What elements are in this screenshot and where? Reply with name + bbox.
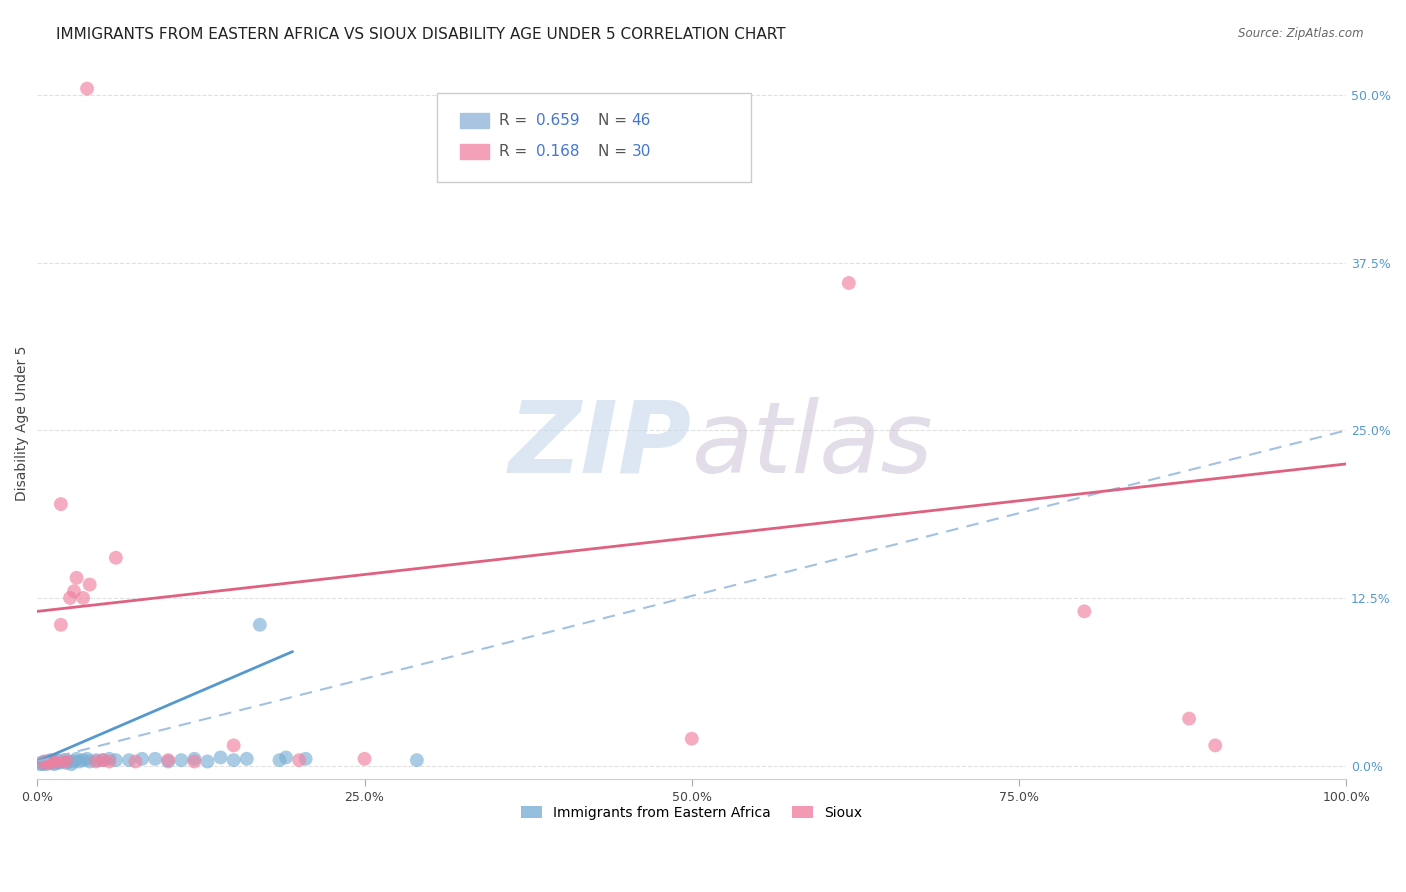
Text: 0.168: 0.168 bbox=[536, 145, 579, 159]
FancyBboxPatch shape bbox=[436, 94, 751, 182]
Point bbox=[65, 571, 87, 585]
Point bbox=[38, 755, 60, 769]
Point bbox=[42, 753, 65, 767]
Point bbox=[39, 753, 62, 767]
Point bbox=[44, 757, 66, 772]
Point bbox=[269, 753, 291, 767]
Point bbox=[170, 753, 193, 767]
Point bbox=[222, 753, 245, 767]
Point bbox=[52, 755, 75, 769]
Point bbox=[52, 753, 75, 767]
Legend: Immigrants from Eastern Africa, Sioux: Immigrants from Eastern Africa, Sioux bbox=[516, 800, 868, 825]
Point bbox=[28, 757, 51, 772]
Point bbox=[72, 753, 94, 767]
Point bbox=[48, 756, 70, 770]
Point bbox=[32, 756, 55, 770]
Point bbox=[84, 753, 107, 767]
Text: IMMIGRANTS FROM EASTERN AFRICA VS SIOUX DISABILITY AGE UNDER 5 CORRELATION CHART: IMMIGRANTS FROM EASTERN AFRICA VS SIOUX … bbox=[56, 27, 786, 42]
Point bbox=[32, 755, 55, 769]
Point bbox=[63, 755, 86, 769]
Point bbox=[84, 755, 107, 769]
Point bbox=[31, 757, 53, 772]
Point bbox=[39, 756, 62, 770]
Point bbox=[45, 756, 67, 770]
Point bbox=[98, 752, 121, 766]
Point bbox=[183, 755, 205, 769]
Text: atlas: atlas bbox=[692, 397, 934, 493]
Point bbox=[1178, 712, 1201, 726]
Point bbox=[55, 756, 77, 770]
FancyBboxPatch shape bbox=[460, 112, 489, 128]
Point bbox=[681, 731, 703, 746]
Point bbox=[41, 756, 63, 770]
Point bbox=[209, 750, 232, 764]
Point bbox=[91, 753, 114, 767]
Point bbox=[76, 81, 98, 95]
Point bbox=[294, 752, 316, 766]
Point bbox=[157, 753, 180, 767]
Point bbox=[35, 755, 58, 769]
Text: R =: R = bbox=[499, 113, 533, 128]
Point bbox=[1073, 604, 1095, 618]
Point bbox=[46, 755, 69, 769]
Point bbox=[288, 753, 311, 767]
Point bbox=[46, 755, 69, 769]
Point bbox=[37, 756, 59, 770]
Point bbox=[124, 755, 146, 769]
Text: 46: 46 bbox=[631, 113, 651, 128]
Text: 0.659: 0.659 bbox=[536, 113, 579, 128]
Text: N =: N = bbox=[598, 113, 631, 128]
Point bbox=[63, 584, 86, 599]
Point bbox=[55, 753, 77, 767]
Point bbox=[58, 755, 80, 769]
Point bbox=[118, 753, 141, 767]
Point bbox=[34, 756, 56, 770]
Point bbox=[91, 753, 114, 767]
Text: N =: N = bbox=[598, 145, 631, 159]
Point bbox=[49, 497, 72, 511]
Y-axis label: Disability Age Under 5: Disability Age Under 5 bbox=[15, 346, 30, 501]
Point bbox=[49, 755, 72, 769]
Point bbox=[104, 550, 127, 565]
Point bbox=[59, 591, 82, 605]
Point bbox=[157, 755, 180, 769]
Point bbox=[104, 753, 127, 767]
Point bbox=[65, 752, 87, 766]
Point bbox=[838, 276, 860, 290]
Point bbox=[131, 752, 153, 766]
Point bbox=[406, 753, 429, 767]
Point bbox=[76, 752, 98, 766]
Point bbox=[30, 756, 52, 770]
Text: 30: 30 bbox=[631, 145, 651, 159]
Point bbox=[1204, 739, 1226, 753]
Point bbox=[183, 752, 205, 766]
Point bbox=[98, 755, 121, 769]
Point bbox=[35, 757, 58, 772]
Point bbox=[79, 577, 101, 591]
Point bbox=[222, 739, 245, 753]
Point bbox=[72, 591, 94, 605]
Point bbox=[235, 752, 257, 766]
Point bbox=[274, 750, 297, 764]
Text: R =: R = bbox=[499, 145, 533, 159]
Point bbox=[249, 617, 271, 632]
Point bbox=[67, 755, 90, 769]
Text: ZIP: ZIP bbox=[509, 397, 692, 493]
Point bbox=[353, 752, 375, 766]
Point bbox=[60, 757, 83, 772]
Point bbox=[197, 755, 219, 769]
Point bbox=[143, 752, 166, 766]
FancyBboxPatch shape bbox=[460, 144, 489, 160]
Point bbox=[79, 755, 101, 769]
Point bbox=[46, 753, 69, 767]
Point bbox=[42, 755, 65, 769]
Text: Source: ZipAtlas.com: Source: ZipAtlas.com bbox=[1239, 27, 1364, 40]
Point bbox=[49, 617, 72, 632]
